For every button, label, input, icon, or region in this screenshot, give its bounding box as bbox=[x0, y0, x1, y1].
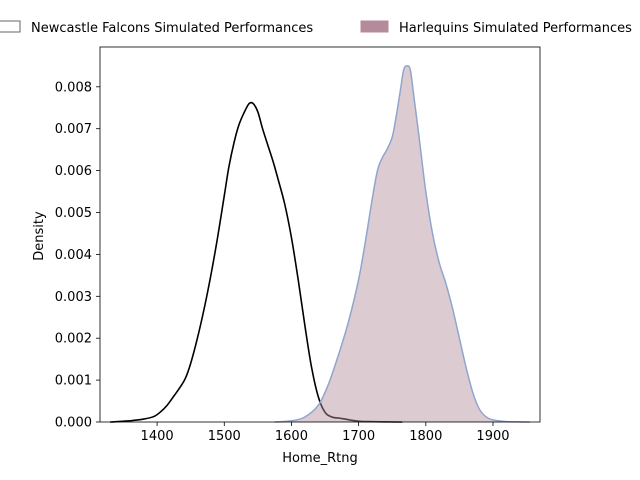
y-axis-ticks: 0.000 0.001 0.002 0.003 0.004 0.005 0.006 0.007… bbox=[55, 80, 100, 431]
legend-label: Newcastle Falcons Simulated Performances bbox=[31, 21, 313, 36]
y-tick-label: 0.001 bbox=[55, 374, 92, 389]
series-edge-harlequins bbox=[274, 65, 530, 423]
legend-item-harlequins: Harlequins Simulated Performances bbox=[360, 20, 632, 36]
y-tick-label: 0.003 bbox=[55, 290, 92, 305]
y-tick-label: 0.002 bbox=[55, 332, 92, 347]
series-line-newcastle-falcons bbox=[110, 101, 403, 423]
series-area-harlequins bbox=[274, 65, 530, 422]
x-tick-label: 1900 bbox=[476, 429, 509, 444]
y-tick-label: 0.008 bbox=[55, 80, 92, 95]
legend: Newcastle Falcons Simulated Performances… bbox=[0, 20, 632, 36]
plot-series bbox=[110, 65, 530, 423]
y-tick-label: 0.006 bbox=[55, 164, 92, 179]
plot-frame bbox=[99, 46, 541, 423]
y-tick-label: 0.000 bbox=[55, 416, 92, 431]
x-tick-label: 1700 bbox=[342, 429, 375, 444]
x-tick-label: 1500 bbox=[208, 429, 241, 444]
y-axis-label: Density bbox=[32, 211, 47, 261]
legend-swatch bbox=[360, 20, 389, 33]
x-axis-label: Home_Rtng bbox=[282, 451, 358, 466]
legend-swatch bbox=[0, 20, 21, 33]
y-tick-label: 0.007 bbox=[55, 122, 92, 137]
x-tick-label: 1400 bbox=[141, 429, 174, 444]
legend-item-newcastle-falcons: Newcastle Falcons Simulated Performances bbox=[0, 20, 313, 36]
legend-label: Harlequins Simulated Performances bbox=[399, 21, 632, 36]
y-tick-label: 0.005 bbox=[55, 206, 92, 221]
x-tick-label: 1800 bbox=[409, 429, 442, 444]
y-tick-label: 0.004 bbox=[55, 248, 92, 263]
x-axis-ticks: 1400 1500 1600 1700 1800 1900 bbox=[141, 422, 510, 444]
x-tick-label: 1600 bbox=[275, 429, 308, 444]
